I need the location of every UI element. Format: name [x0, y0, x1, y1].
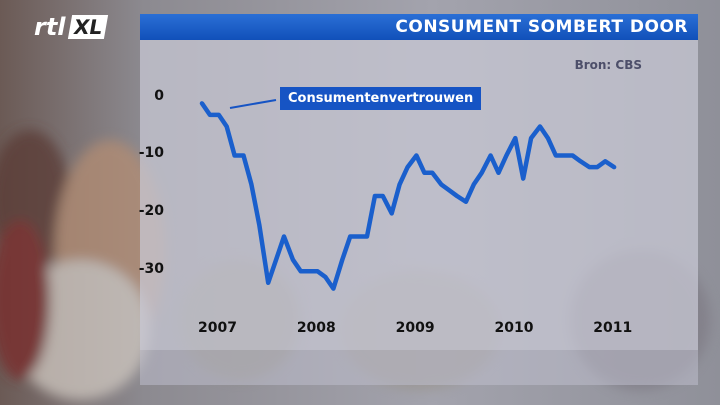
x-tick-label: 2007 — [198, 320, 237, 336]
callout-leader — [229, 99, 277, 109]
y-tick-label: -30 — [138, 261, 164, 278]
chart-source: Bron: CBS — [574, 58, 642, 72]
y-tick-label: -20 — [138, 203, 164, 220]
y-tick-label: -10 — [138, 145, 164, 162]
series-line-consumentenvertrouwen — [199, 101, 617, 291]
x-tick-label: 2010 — [494, 320, 534, 336]
logo-rtl: rtl — [34, 13, 66, 41]
series-label-consumentenvertrouwen: Consumentenvertrouwen — [280, 87, 482, 110]
x-tick-label: 2011 — [593, 320, 633, 336]
channel-logo: rtl XL — [34, 12, 108, 42]
chart-title: Consument sombert door — [395, 17, 688, 37]
x-tick-label: 2009 — [395, 320, 435, 336]
y-tick-label: 0 — [154, 87, 164, 104]
chart-bottom-panel — [140, 350, 698, 385]
x-tick-label: 2008 — [296, 320, 336, 336]
title-bar: Consument sombert door — [140, 14, 698, 40]
